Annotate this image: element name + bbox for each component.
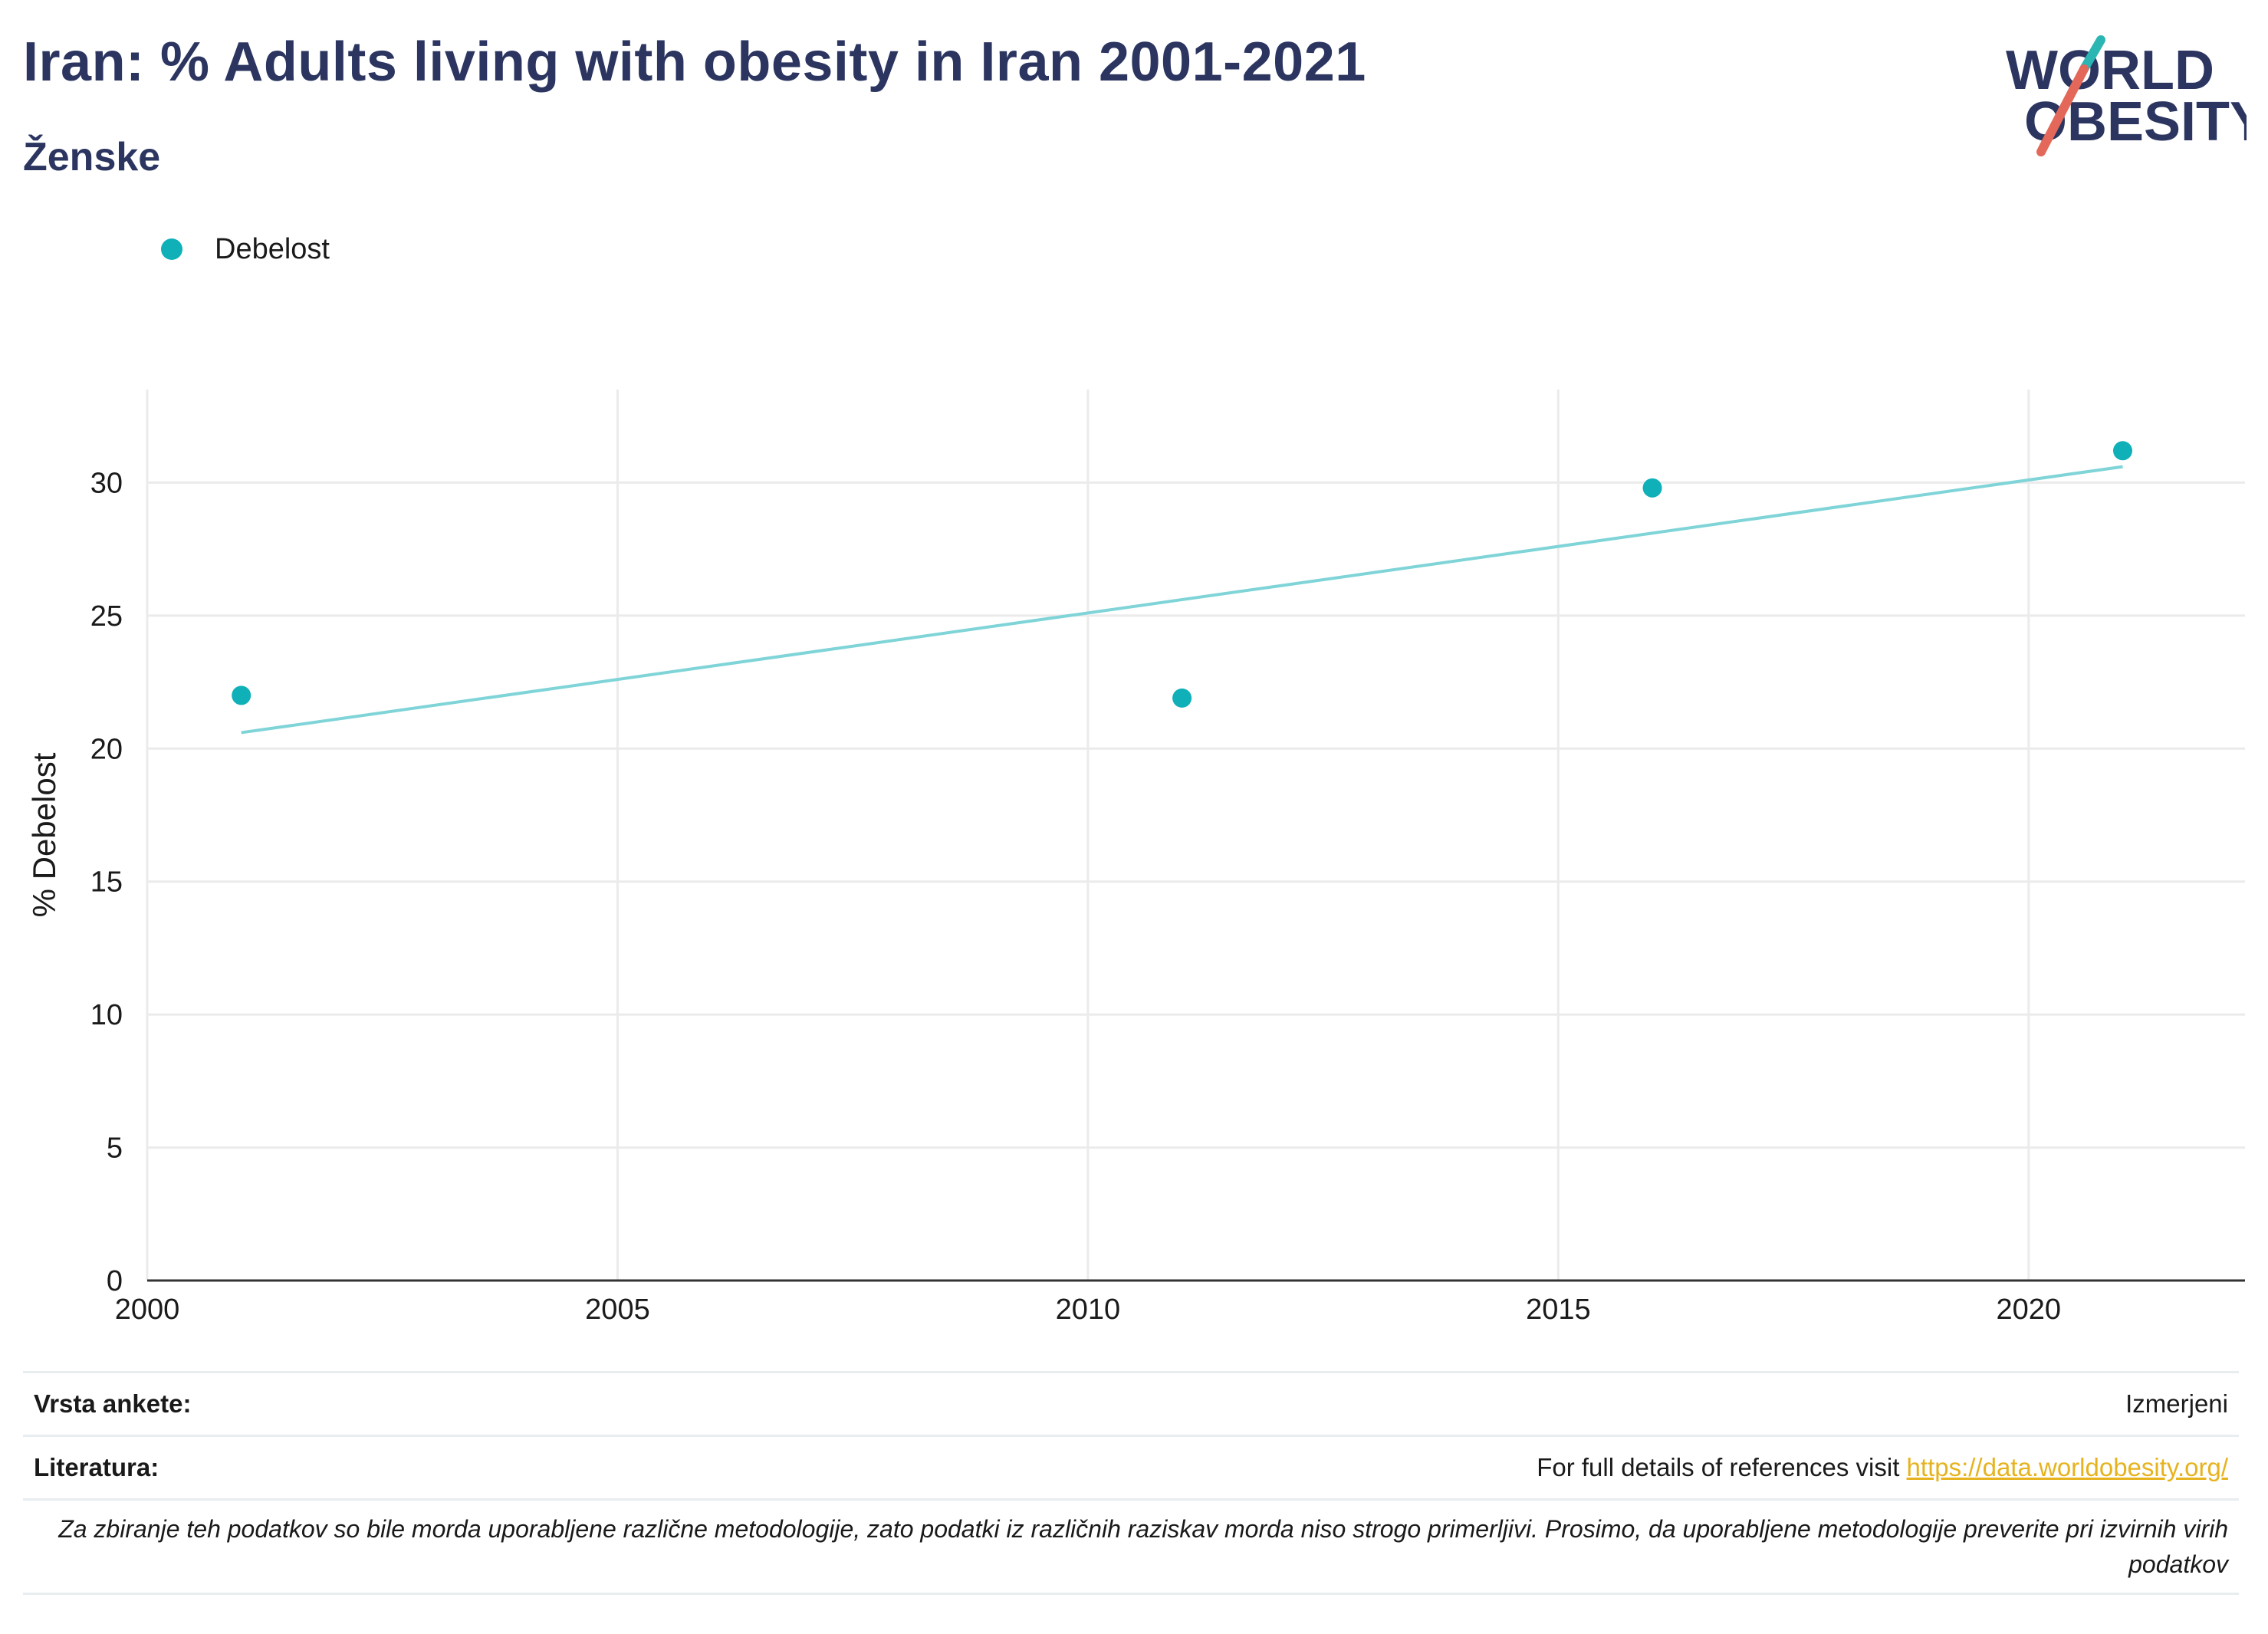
y-tick-label: 15 bbox=[90, 866, 123, 899]
disclaimer-text: Za zbiranje teh podatkov so bile morda u… bbox=[58, 1515, 2228, 1578]
y-tick-label: 10 bbox=[90, 999, 123, 1031]
chart-title: Iran: % Adults living with obesity in Ir… bbox=[23, 31, 1366, 93]
y-tick-label: 30 bbox=[90, 467, 123, 499]
footer-row-disclaimer: Za zbiranje teh podatkov so bile morda u… bbox=[23, 1498, 2239, 1595]
references-link[interactable]: https://data.worldobesity.org/ bbox=[1906, 1453, 2228, 1481]
chart-subtitle: Ženske bbox=[23, 135, 161, 179]
x-tick-label: 2000 bbox=[115, 1294, 180, 1326]
y-tick-label: 5 bbox=[107, 1133, 123, 1165]
references-label: Literatura: bbox=[34, 1453, 159, 1481]
data-point bbox=[1642, 478, 1662, 498]
legend-label: Debelost bbox=[215, 232, 330, 265]
references-value: For full details of references visit htt… bbox=[1537, 1453, 2228, 1482]
footer-table: Vrsta ankete: Izmerjeni Literatura: For … bbox=[23, 1371, 2239, 1595]
x-tick-label: 2010 bbox=[1056, 1294, 1121, 1326]
references-text: For full details of references visit bbox=[1537, 1453, 1907, 1481]
logo-slash-coral bbox=[2036, 64, 2089, 156]
x-tick-label: 2020 bbox=[1997, 1294, 2062, 1326]
y-tick-label: 0 bbox=[107, 1265, 123, 1297]
x-tick-label: 2015 bbox=[1526, 1294, 1591, 1326]
x-tick-label: 2005 bbox=[585, 1294, 650, 1326]
footer-row-survey-type: Vrsta ankete: Izmerjeni bbox=[23, 1371, 2239, 1435]
footer-row-references: Literatura: For full details of referenc… bbox=[23, 1435, 2239, 1498]
data-point bbox=[232, 685, 251, 705]
survey-type-label: Vrsta ankete: bbox=[34, 1389, 192, 1418]
y-tick-label: 20 bbox=[90, 733, 123, 765]
y-tick-label: 25 bbox=[90, 600, 123, 633]
y-axis-title: % Debelost bbox=[26, 752, 62, 917]
world-obesity-logo: WORLD OBESITY bbox=[2006, 35, 2247, 156]
trendline bbox=[241, 465, 2123, 735]
survey-type-value: Izmerjeni bbox=[2125, 1389, 2228, 1418]
logo-slash-teal bbox=[2079, 35, 2105, 74]
logo-line1: WORLD bbox=[2006, 40, 2214, 101]
scatter-chart: 2000 2005 2010 2015 2020 0 5 10 15 20 25 30 % Debelo… bbox=[26, 390, 2245, 1326]
data-point bbox=[2113, 441, 2133, 461]
data-point bbox=[1172, 688, 1192, 708]
legend[interactable]: Debelost bbox=[161, 230, 330, 268]
legend-marker bbox=[161, 238, 182, 260]
